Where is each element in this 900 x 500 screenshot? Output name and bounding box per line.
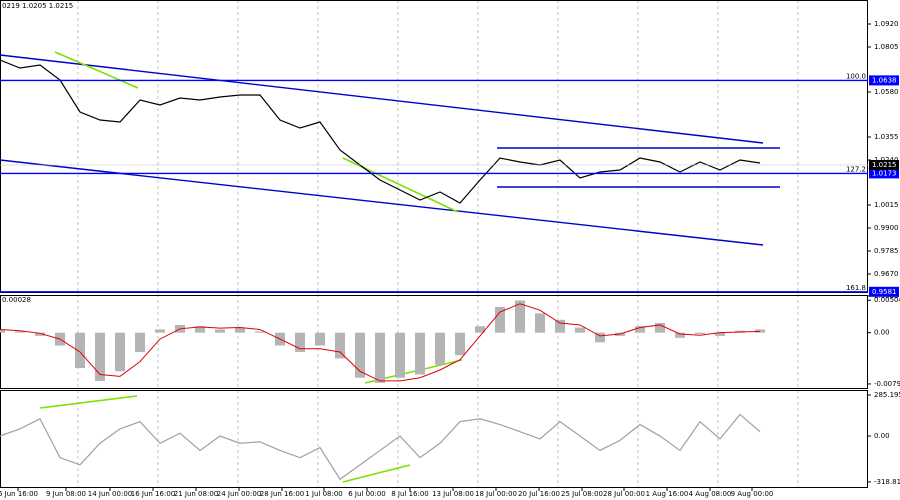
level-name: 100.0 — [846, 72, 866, 80]
histogram-bar — [555, 319, 565, 333]
price-panel — [0, 0, 868, 293]
level-box — [869, 286, 899, 297]
x-tick-label: 14 Jun 00:00 — [88, 490, 132, 498]
divergence — [54, 51, 139, 89]
x-tick-label: 6 Jul 00:00 — [348, 490, 386, 498]
x-tick-label: 28 Jul 00:00 — [603, 490, 645, 498]
y-tick-label: 1.0805 — [874, 43, 899, 51]
histogram-bar — [195, 326, 205, 333]
level-box — [869, 75, 899, 86]
divergence — [342, 157, 459, 213]
last-price: 1.0215 — [872, 161, 897, 169]
x-tick-label: 6 Jun 16:00 — [0, 490, 38, 498]
histogram-bar — [755, 329, 765, 333]
y-tick-label: 1.0355 — [874, 133, 899, 141]
y-tick-label: 0.9670 — [874, 270, 899, 278]
level-value: 1.0638 — [872, 76, 897, 84]
histogram-bar — [695, 332, 705, 334]
price-header: 0219 1.0205 1.0215 — [2, 2, 73, 10]
cci-panel — [0, 390, 868, 488]
histogram-bar — [355, 332, 365, 378]
x-tick-label: 25 Jul 08:00 — [561, 490, 603, 498]
histogram-bar — [675, 332, 685, 338]
histogram-bar — [135, 332, 145, 352]
histogram-bar — [75, 332, 85, 369]
values-line — [0, 413, 761, 481]
divergence — [342, 464, 411, 483]
histogram-bar — [575, 327, 585, 333]
x-tick-label: 21 Jun 08:00 — [174, 490, 218, 498]
histogram-bar — [395, 332, 405, 378]
x-tick-label: 8 Jul 16:00 — [391, 490, 429, 498]
x-tick-label: 13 Jul 08:00 — [432, 490, 474, 498]
histogram-bar — [215, 329, 225, 333]
divergence — [39, 395, 138, 409]
histogram-bar — [0, 329, 5, 333]
macd-panel — [0, 295, 868, 389]
macd-header: 0.00028 — [2, 296, 31, 304]
histogram-bar — [235, 327, 245, 333]
values-line — [0, 59, 761, 204]
histogram-bar — [255, 331, 265, 333]
signal-line — [0, 303, 761, 382]
x-tick-label: 1 Jul 08:00 — [305, 490, 343, 498]
channel-bottom — [0, 159, 764, 246]
histogram-bar — [595, 332, 605, 343]
histogram-bar — [95, 332, 105, 381]
level-value: 1.0173 — [872, 169, 897, 177]
x-tick-label: 20 Jul 16:00 — [518, 490, 560, 498]
channel-top — [0, 54, 764, 144]
histogram-bar — [315, 332, 325, 346]
histogram-bar — [515, 300, 525, 333]
y-tick-label: 1.0580 — [874, 88, 899, 96]
histogram-bar — [155, 329, 165, 333]
x-tick-label: 4 Aug 08:00 — [689, 490, 732, 498]
histogram-bar — [35, 332, 45, 336]
level-name: 161.8 — [846, 284, 866, 292]
y-tick-label: 0.00504 — [874, 296, 900, 304]
y-tick-label: 1.0920 — [874, 20, 899, 28]
level-box — [869, 168, 899, 179]
y-tick-label: 1.0015 — [874, 201, 899, 209]
level-value: 0.9581 — [872, 288, 897, 296]
histogram-bar — [715, 332, 725, 336]
histogram-bar — [635, 326, 645, 333]
histogram-bar — [455, 332, 465, 356]
grid — [77, 0, 799, 487]
x-tick-label: 1 Aug 16:00 — [646, 490, 689, 498]
x-tick-label: 28 Jun 16:00 — [260, 490, 304, 498]
last-price-box — [869, 160, 899, 170]
y-tick-label: 285.1954 — [874, 391, 900, 399]
histogram-bar — [335, 332, 345, 359]
y-tick-label: 0.9785 — [874, 247, 899, 255]
histogram-bar — [655, 323, 665, 333]
histogram-bar — [115, 332, 125, 372]
histogram-bar — [415, 332, 425, 375]
histogram-bar — [535, 313, 545, 333]
histogram-bar — [295, 332, 305, 352]
histogram-bar — [495, 306, 505, 333]
histogram-bar — [435, 332, 445, 365]
histogram-bar — [375, 332, 385, 383]
y-tick-label: -318.8110 — [874, 478, 900, 486]
x-tick-label: 16 Jun 16:00 — [131, 490, 175, 498]
x-tick-label: 24 Jun 00:00 — [217, 490, 261, 498]
histogram-bar — [475, 326, 485, 333]
x-tick-label: 18 Jul 00:00 — [475, 490, 517, 498]
y-tick-label: 0.9900 — [874, 224, 899, 232]
x-tick-label: 9 Aug 00:00 — [731, 490, 774, 498]
y-tick-label: -0.00797 — [874, 380, 900, 388]
x-tick-label: 9 Jun 08:00 — [46, 490, 86, 498]
y-tick-label: 0.00 — [874, 432, 890, 440]
level-name: 127.2 — [846, 165, 866, 173]
y-tick-label: 0.00 — [874, 329, 890, 337]
histogram-bar — [15, 331, 25, 333]
